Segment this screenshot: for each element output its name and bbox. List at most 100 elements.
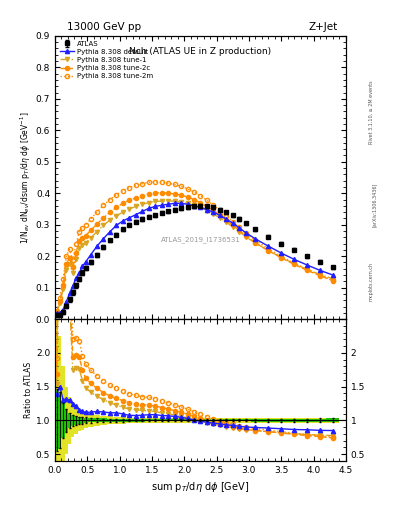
- Pythia 8.308 tune-1: [67, 261, 72, 267]
- Pythia 8.308 tune-1: [204, 207, 209, 214]
- Text: Z+Jet: Z+Jet: [309, 22, 338, 32]
- Pythia 8.308 default: [211, 209, 216, 215]
- Pythia 8.308 tune-2c: [77, 238, 82, 244]
- Pythia 8.308 tune-1: [70, 269, 75, 275]
- Pythia 8.308 tune-2c: [54, 309, 59, 315]
- Pythia 8.308 tune-2c: [185, 194, 190, 200]
- Pythia 8.308 tune-2c: [172, 191, 177, 197]
- Pythia 8.308 default: [305, 262, 309, 268]
- Pythia 8.308 tune-1: [159, 198, 164, 204]
- Pythia 8.308 tune-2c: [153, 190, 158, 196]
- Pythia 8.308 tune-2m: [172, 181, 177, 187]
- Pythia 8.308 tune-2m: [114, 191, 119, 198]
- Pythia 8.308 default: [121, 218, 125, 224]
- Pythia 8.308 tune-2c: [266, 247, 271, 253]
- Pythia 8.308 tune-2m: [166, 180, 171, 186]
- Pythia 8.308 default: [134, 211, 138, 218]
- Pythia 8.308 default: [292, 257, 296, 263]
- Pythia 8.308 tune-2c: [108, 209, 112, 215]
- Line: Pythia 8.308 tune-2c: Pythia 8.308 tune-2c: [55, 190, 335, 314]
- Pythia 8.308 tune-2m: [266, 246, 271, 252]
- Pythia 8.308 tune-1: [230, 224, 235, 230]
- Pythia 8.308 default: [224, 216, 229, 222]
- Line: Pythia 8.308 default: Pythia 8.308 default: [55, 201, 335, 315]
- Pythia 8.308 tune-2m: [331, 277, 335, 283]
- Pythia 8.308 tune-2m: [237, 224, 242, 230]
- Line: Pythia 8.308 tune-1: Pythia 8.308 tune-1: [55, 199, 335, 315]
- Pythia 8.308 default: [64, 299, 69, 305]
- Pythia 8.308 tune-2c: [70, 264, 75, 270]
- Pythia 8.308 default: [279, 250, 284, 256]
- Pythia 8.308 default: [166, 201, 171, 207]
- Pythia 8.308 tune-2c: [80, 235, 85, 241]
- Pythia 8.308 tune-2c: [67, 254, 72, 261]
- Pythia 8.308 tune-1: [292, 261, 296, 267]
- Pythia 8.308 tune-2c: [192, 197, 196, 203]
- Pythia 8.308 default: [80, 263, 85, 269]
- Pythia 8.308 default: [204, 206, 209, 212]
- Pythia 8.308 tune-2m: [146, 179, 151, 185]
- X-axis label: sum p$_T$/d$\eta$ d$\phi$ [GeV]: sum p$_T$/d$\eta$ d$\phi$ [GeV]: [151, 480, 250, 494]
- Pythia 8.308 tune-2c: [230, 222, 235, 228]
- Pythia 8.308 tune-2m: [153, 179, 158, 185]
- Pythia 8.308 default: [243, 229, 248, 236]
- Pythia 8.308 default: [88, 252, 93, 258]
- Pythia 8.308 tune-2m: [57, 295, 62, 301]
- Pythia 8.308 tune-1: [198, 204, 203, 210]
- Pythia 8.308 tune-1: [121, 209, 125, 215]
- Pythia 8.308 default: [266, 243, 271, 249]
- Pythia 8.308 tune-2c: [279, 254, 284, 261]
- Pythia 8.308 tune-2c: [73, 250, 78, 256]
- Pythia 8.308 default: [83, 259, 88, 265]
- Pythia 8.308 tune-1: [266, 247, 271, 253]
- Pythia 8.308 default: [318, 267, 322, 273]
- Pythia 8.308 default: [108, 228, 112, 234]
- Pythia 8.308 tune-2m: [73, 241, 78, 247]
- Pythia 8.308 default: [172, 200, 177, 206]
- Pythia 8.308 tune-2m: [80, 225, 85, 231]
- Pythia 8.308 tune-2c: [217, 212, 222, 218]
- Pythia 8.308 default: [253, 236, 258, 242]
- Pythia 8.308 default: [70, 283, 75, 289]
- Pythia 8.308 default: [237, 225, 242, 231]
- Pythia 8.308 tune-2m: [64, 253, 69, 259]
- Pythia 8.308 tune-1: [140, 201, 145, 207]
- Pythia 8.308 tune-1: [153, 198, 158, 204]
- Pythia 8.308 tune-1: [101, 222, 106, 228]
- Pythia 8.308 tune-2c: [114, 204, 119, 210]
- Pythia 8.308 tune-2m: [217, 207, 222, 214]
- Pythia 8.308 tune-2m: [83, 222, 88, 228]
- Pythia 8.308 tune-2c: [101, 215, 106, 221]
- Pythia 8.308 tune-2m: [95, 209, 99, 215]
- Pythia 8.308 tune-2m: [204, 197, 209, 203]
- Text: ATLAS_2019_I1736531: ATLAS_2019_I1736531: [160, 237, 241, 243]
- Pythia 8.308 tune-2m: [121, 187, 125, 194]
- Pythia 8.308 tune-2c: [198, 200, 203, 206]
- Pythia 8.308 default: [185, 201, 190, 207]
- Pythia 8.308 tune-2c: [83, 232, 88, 239]
- Pythia 8.308 tune-1: [73, 257, 78, 263]
- Pythia 8.308 tune-2m: [318, 272, 322, 278]
- Pythia 8.308 tune-1: [243, 233, 248, 240]
- Pythia 8.308 tune-2m: [305, 266, 309, 272]
- Pythia 8.308 tune-2m: [159, 179, 164, 185]
- Text: mcplots.cern.ch: mcplots.cern.ch: [369, 262, 374, 301]
- Pythia 8.308 tune-2c: [95, 221, 99, 227]
- Pythia 8.308 tune-1: [166, 198, 171, 204]
- Text: 13000 GeV pp: 13000 GeV pp: [67, 22, 141, 32]
- Pythia 8.308 tune-2m: [127, 184, 132, 190]
- Pythia 8.308 tune-2c: [305, 267, 309, 273]
- Pythia 8.308 tune-1: [127, 206, 132, 212]
- Pythia 8.308 tune-1: [108, 217, 112, 223]
- Pythia 8.308 tune-1: [217, 215, 222, 221]
- Pythia 8.308 tune-2m: [67, 246, 72, 252]
- Pythia 8.308 tune-2m: [77, 228, 82, 234]
- Pythia 8.308 tune-1: [77, 245, 82, 251]
- Pythia 8.308 tune-2c: [318, 272, 322, 279]
- Pythia 8.308 tune-2m: [230, 219, 235, 225]
- Pythia 8.308 default: [127, 215, 132, 221]
- Pythia 8.308 default: [114, 222, 119, 228]
- Pythia 8.308 tune-2m: [140, 181, 145, 187]
- Pythia 8.308 tune-1: [61, 286, 66, 292]
- Pythia 8.308 tune-2c: [61, 282, 66, 288]
